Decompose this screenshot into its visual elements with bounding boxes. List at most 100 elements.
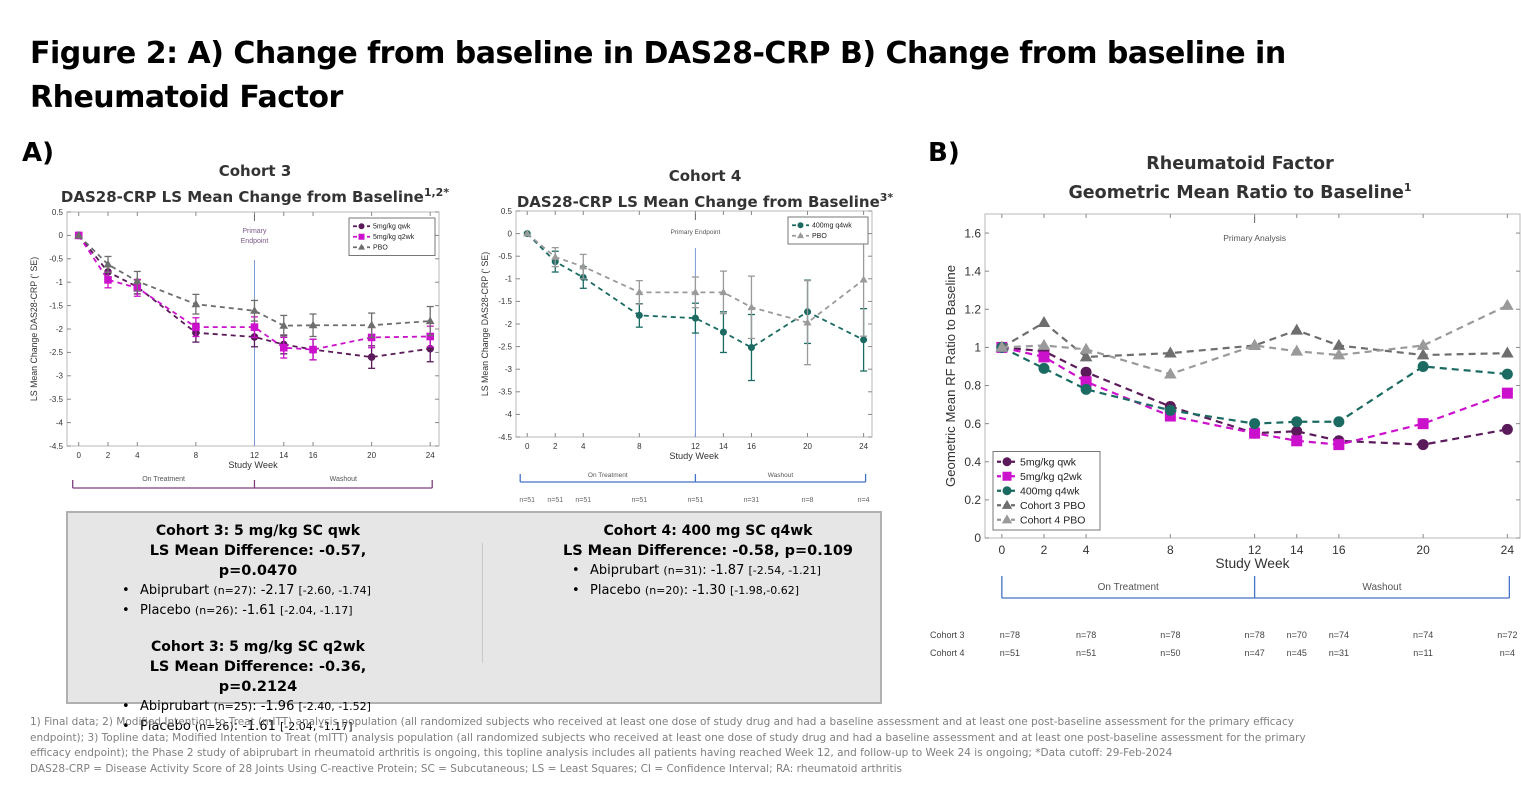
n-table-count: n=51 <box>1000 648 1020 658</box>
x-tick-label: 24 <box>426 451 435 460</box>
data-point <box>1501 298 1514 310</box>
legend-marker <box>1002 471 1012 481</box>
y-tick-label: 0 <box>974 531 981 545</box>
arm-n: (n=25) <box>213 700 253 713</box>
bullet-glyph: • <box>572 583 580 598</box>
rf-title-text: Geometric Mean Ratio to Baseline <box>1068 182 1404 203</box>
period-label-on-treatment: On Treatment <box>142 476 185 483</box>
x-tick-label: 14 <box>1290 543 1304 557</box>
legend-label: 5mg/kg q2wk <box>373 234 415 241</box>
cohort4-chart-title: Cohort 4 DAS28-CRP LS Mean Change from B… <box>505 165 905 213</box>
y-tick-label: 0 <box>59 231 64 240</box>
rf-title-sup: 1 <box>1403 181 1412 194</box>
y-tick-label: 1.4 <box>964 264 981 278</box>
summary-bullet: • Abiprubart (n=31): -1.87 [-2.54, -1.21] <box>572 561 858 581</box>
summary-bullet: • Abiprubart (n=27): -2.17 [-2.60, -1.74] <box>122 581 408 601</box>
data-point <box>995 340 1009 352</box>
arm-value: : -1.30 <box>683 583 730 598</box>
data-point <box>191 299 201 308</box>
y-tick-label: -4 <box>56 418 64 427</box>
n-table-count: n=78 <box>1244 630 1264 640</box>
data-point <box>691 314 699 322</box>
data-point <box>1290 344 1304 356</box>
data-point <box>1501 387 1513 399</box>
summary-bullet: • Placebo (n=26): -1.61 [-2.04, -1.17] <box>122 717 408 737</box>
arm-value: : -1.96 <box>252 699 299 714</box>
data-point <box>1333 416 1345 428</box>
bullet-glyph: • <box>122 699 130 714</box>
legend-label: PBO <box>373 245 388 252</box>
panel-a-label: A) <box>22 138 55 168</box>
x-tick-label: 12 <box>691 442 700 451</box>
data-point <box>1333 439 1345 451</box>
series-line <box>1001 321 1508 359</box>
n-table-count: n=45 <box>1287 648 1307 658</box>
data-point <box>1290 323 1304 335</box>
n-table-count: n=78 <box>1160 630 1180 640</box>
legend-label: Cohort 3 PBO <box>1020 500 1085 512</box>
data-point <box>1248 338 1261 350</box>
data-point <box>1501 346 1514 358</box>
n-table-count: n=11 <box>1413 648 1433 658</box>
legend-marker <box>797 222 804 229</box>
vline-label: Primary Analysis <box>1223 233 1286 243</box>
period-label-washout: Washout <box>330 476 357 483</box>
summary-difference: LS Mean Difference: -0.57, p=0.0470 <box>149 543 367 579</box>
y-tick-label: 0.8 <box>964 379 981 393</box>
legend-item: 5mg/kg qwk <box>353 223 411 231</box>
x-tick-label: 8 <box>1167 543 1174 557</box>
summary-bullet: • Placebo (n=20): -1.30 [-1.98,-0.62] <box>572 581 858 601</box>
legend-label: PBO <box>812 233 827 240</box>
legend-marker <box>1001 514 1013 524</box>
y-tick-label: -4 <box>505 410 513 419</box>
summary-right-column: Cohort 4: 400 mg SC q4wk LS Mean Differe… <box>558 521 858 601</box>
footnote-line: 1) Final data; 2) Modified Intention to … <box>30 716 1294 728</box>
summary-difference: LS Mean Difference: -0.36, p=0.2124 <box>149 659 367 695</box>
data-point <box>308 320 318 329</box>
legend-label: 5mg/kg q2wk <box>1020 471 1083 483</box>
bullet-glyph: • <box>122 603 130 618</box>
data-point <box>103 259 113 268</box>
data-point <box>279 321 289 329</box>
arm-ci: [-2.60, -1.74] <box>298 584 371 597</box>
panel-b-label: B) <box>928 138 960 168</box>
data-point <box>250 323 259 331</box>
n-count: n=51 <box>688 497 704 504</box>
data-point <box>1080 376 1092 388</box>
summary-box: Cohort 3: 5 mg/kg SC qwk LS Mean Differe… <box>66 511 882 734</box>
legend-marker <box>358 243 365 250</box>
data-point <box>1417 418 1429 430</box>
summary-left-column: Cohort 3: 5 mg/kg SC qwk LS Mean Differe… <box>108 521 408 737</box>
series-line <box>77 234 431 351</box>
data-point <box>1080 383 1092 395</box>
legend-marker <box>1002 457 1012 467</box>
summary-heading: Cohort 3: 5 mg/kg SC q2wk <box>151 639 365 655</box>
n-table-count: n=51 <box>1076 648 1096 658</box>
n-table-count: n=74 <box>1413 630 1433 640</box>
data-point <box>635 311 643 319</box>
data-point <box>1037 316 1051 328</box>
data-point <box>192 323 200 331</box>
data-point <box>1332 348 1346 360</box>
data-point <box>1501 423 1513 435</box>
n-table-count: n=78 <box>1000 630 1020 640</box>
cohort4-title-sup: 3* <box>879 191 894 204</box>
summary-difference: LS Mean Difference: -0.58, p=0.109 <box>562 543 854 559</box>
arm-ci: [-1.98,-0.62] <box>729 584 799 597</box>
x-tick-label: 4 <box>1083 543 1090 557</box>
legend-item: 400mg q4wk <box>997 485 1080 497</box>
x-tick-label: 8 <box>194 451 199 460</box>
data-point <box>367 353 376 361</box>
data-point <box>1332 338 1346 350</box>
x-tick-label: 12 <box>250 451 259 460</box>
legend-label: Cohort 4 PBO <box>1020 514 1085 526</box>
n-table-count: n=47 <box>1244 648 1264 658</box>
data-point <box>859 275 868 283</box>
data-point <box>104 276 112 284</box>
data-point <box>719 288 728 296</box>
x-tick-label: 14 <box>719 442 728 451</box>
data-point <box>74 230 84 239</box>
n-count: n=8 <box>802 497 814 504</box>
y-tick-label: -3.5 <box>49 395 63 404</box>
n-count: n=31 <box>744 497 760 504</box>
